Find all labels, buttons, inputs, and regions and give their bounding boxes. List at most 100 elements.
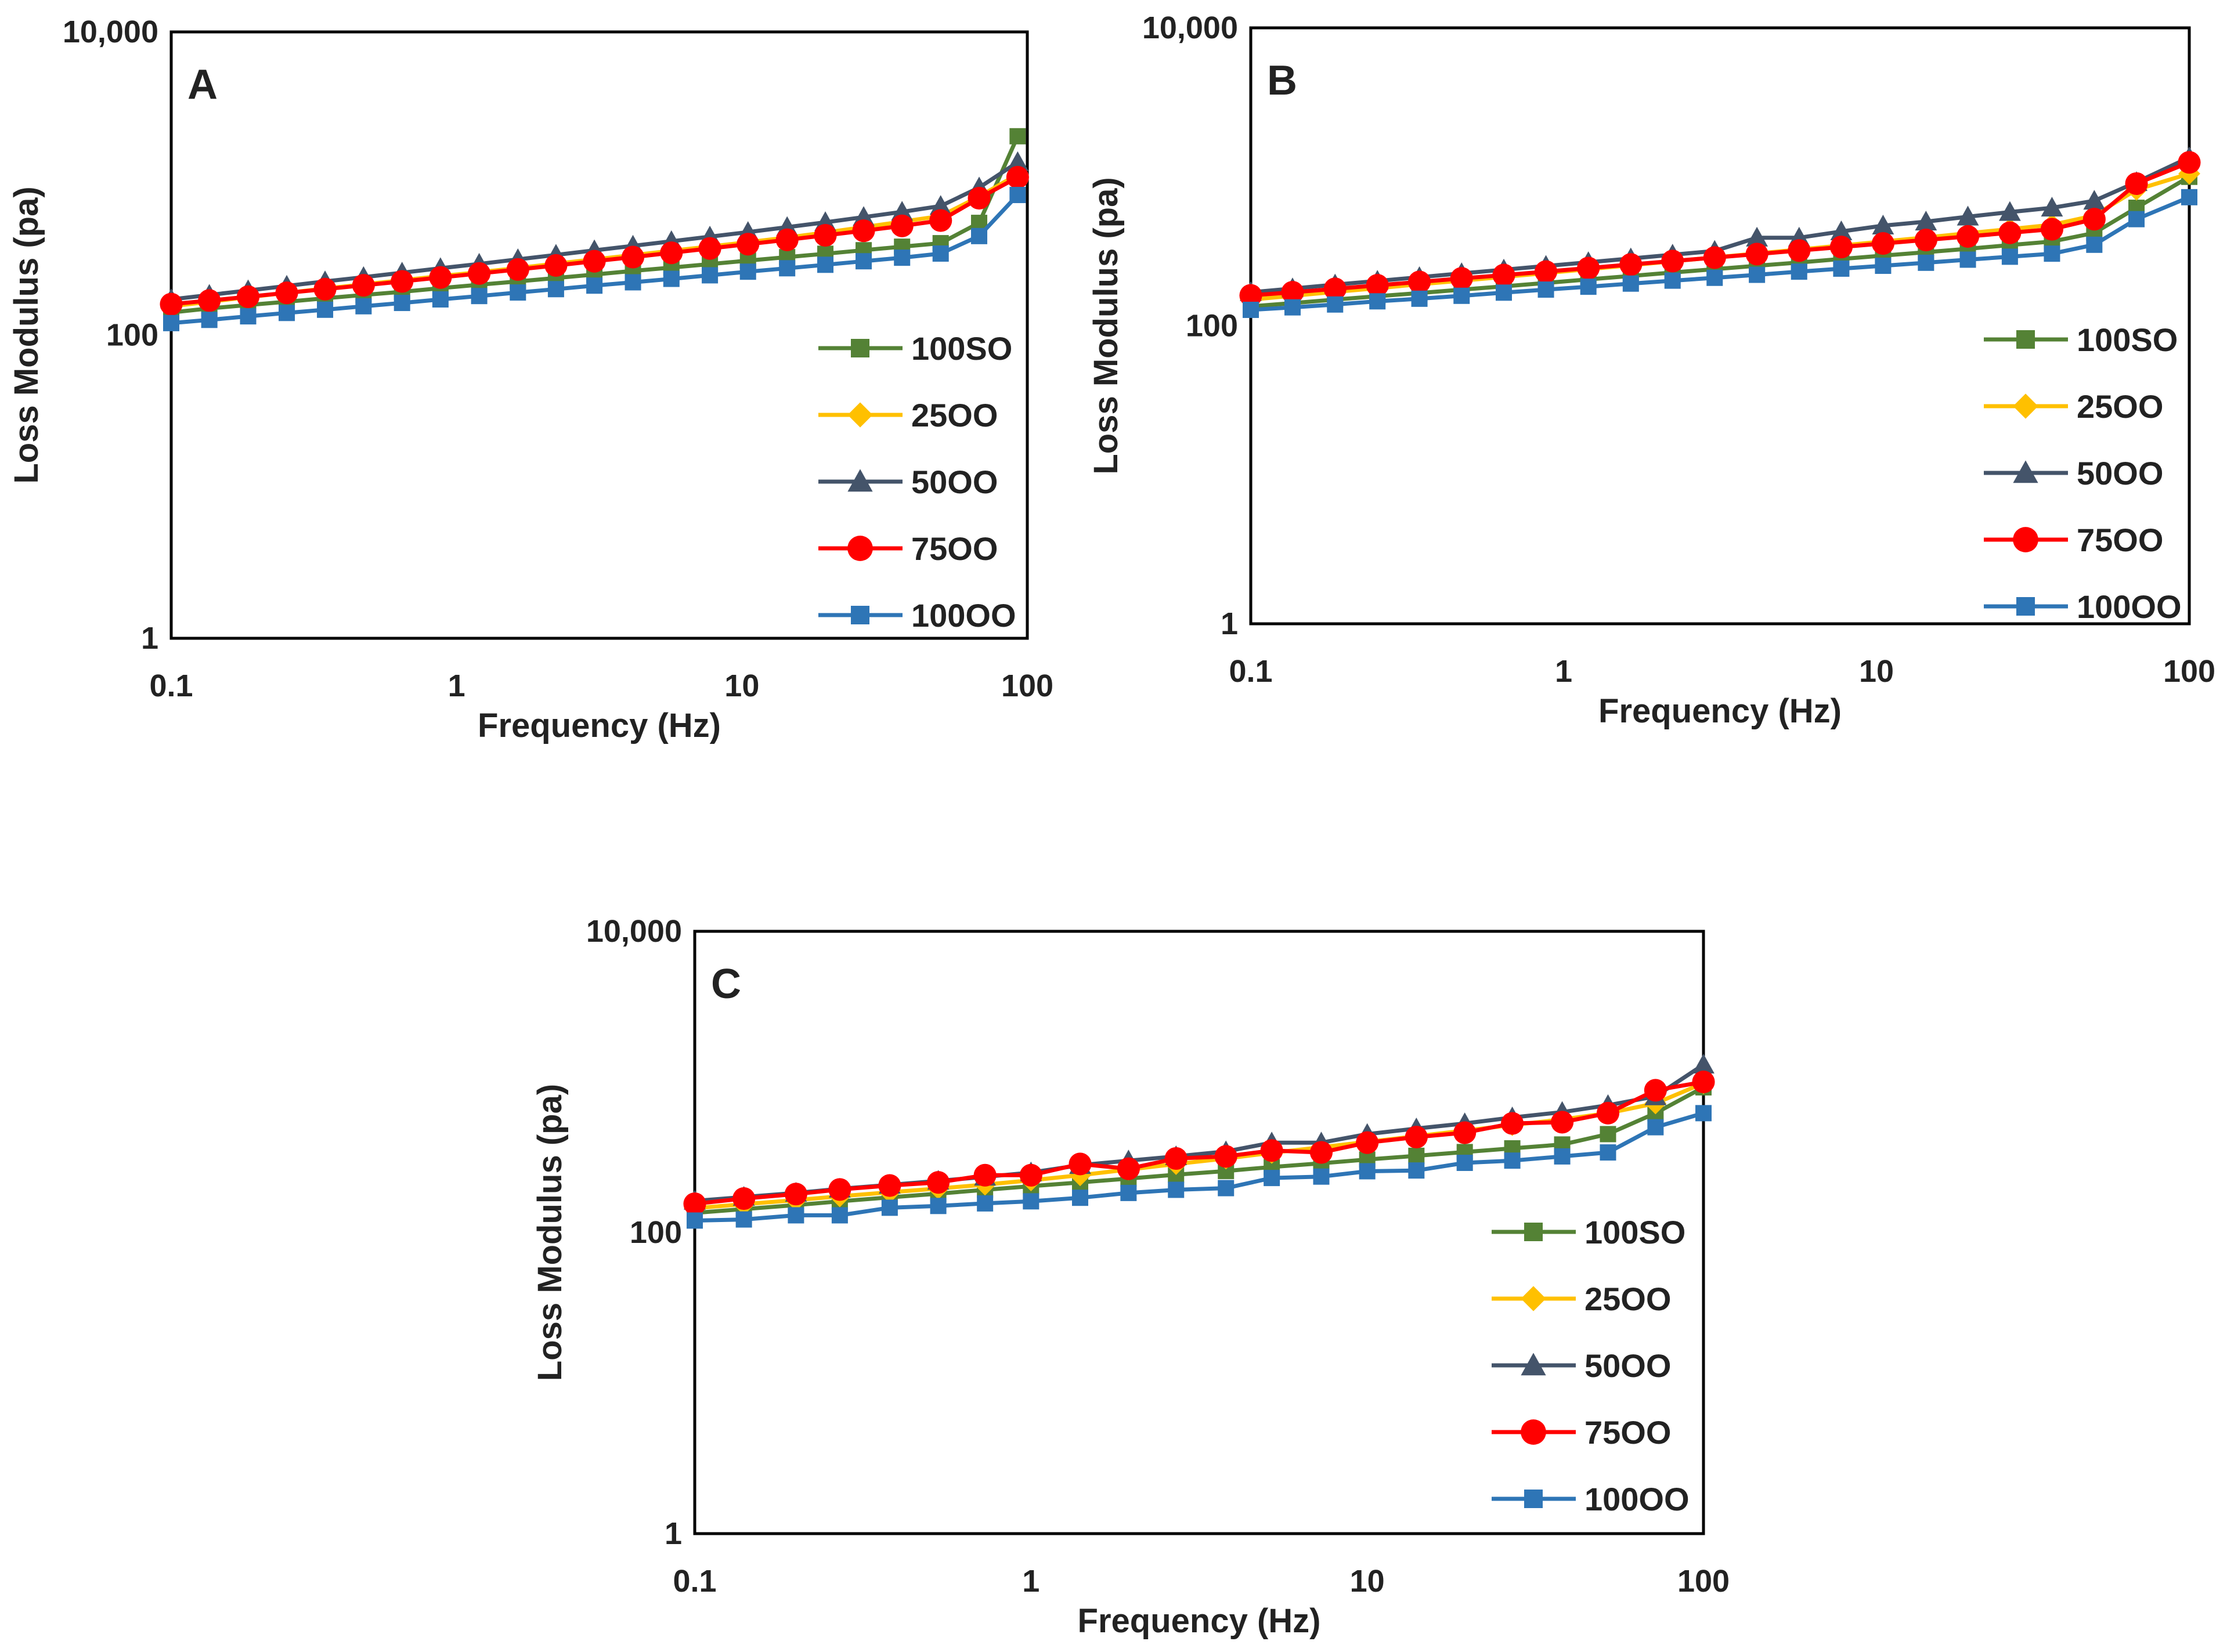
- plot-area: [169, 30, 1029, 640]
- chart-panel-b: B 0.1 1 10 100 1 100 10,000 Frequency (Hz) Loss M…: [1087, 10, 2215, 730]
- legend: 100SO 25OO 50OO 75OO 100OO: [818, 330, 1016, 634]
- data-point: [1009, 187, 1026, 204]
- legend-marker: [1524, 1490, 1543, 1508]
- y-axis-title: Loss Modulus (pa): [531, 1084, 569, 1381]
- data-point: [1323, 277, 1347, 301]
- legend-label: 50OO: [911, 464, 998, 500]
- data-point: [817, 256, 834, 273]
- data-point: [1600, 1126, 1616, 1143]
- data-point: [930, 1198, 947, 1214]
- x-tick-label: 0.1: [1229, 654, 1272, 689]
- legend-label: 75OO: [911, 530, 998, 567]
- legend-item: 100OO: [1492, 1481, 1690, 1517]
- data-point: [971, 227, 988, 244]
- data-point: [1284, 299, 1301, 316]
- x-tick-label: 100: [2163, 654, 2215, 689]
- data-point: [1998, 201, 2021, 221]
- data-point: [1006, 151, 1029, 171]
- data-point: [1956, 225, 1980, 248]
- data-point: [394, 295, 410, 312]
- data-point: [1833, 260, 1850, 277]
- data-point: [352, 274, 375, 297]
- data-point: [240, 308, 257, 325]
- data-point: [2041, 197, 2063, 217]
- data-point: [1537, 281, 1554, 298]
- legend-label: 25OO: [911, 397, 998, 433]
- x-tick-label: 1: [1022, 1564, 1039, 1599]
- legend-item: 25OO: [1984, 388, 2163, 425]
- data-point: [510, 284, 526, 301]
- y-tick-label: 1: [1221, 606, 1238, 641]
- data-point: [1239, 284, 1262, 307]
- data-point: [1915, 211, 1937, 231]
- data-point: [1006, 165, 1029, 189]
- legend-marker: [847, 402, 873, 428]
- data-point: [1260, 1139, 1283, 1162]
- data-point: [1453, 1121, 1477, 1144]
- data-point: [2040, 218, 2063, 241]
- legend-label: 100SO: [1584, 1214, 1685, 1250]
- series-line: [694, 1085, 1705, 1215]
- x-tick-label: 10: [724, 668, 759, 703]
- panel-label: A: [187, 62, 218, 108]
- data-point: [1695, 1105, 1712, 1122]
- data-point: [1359, 1163, 1376, 1180]
- legend-label: 100SO: [2077, 321, 2178, 358]
- x-tick-label: 10: [1859, 654, 1894, 689]
- data-point: [735, 1211, 752, 1228]
- data-point: [506, 258, 529, 281]
- legend-marker: [2013, 527, 2038, 552]
- chart-panel-c: C 0.1 1 10 100 1 100 10,000 Frequency (Hz) Loss M…: [531, 914, 1730, 1640]
- data-point: [1071, 1190, 1088, 1206]
- y-tick-label: 1: [665, 1516, 682, 1551]
- data-point: [201, 312, 218, 328]
- plot-area: [1249, 26, 2191, 626]
- legend-label: 100SO: [911, 330, 1012, 367]
- data-point: [1647, 1119, 1664, 1136]
- y-tick-label: 10,000: [63, 15, 158, 49]
- data-point: [856, 253, 872, 270]
- data-point: [625, 274, 641, 291]
- legend-label: 100OO: [911, 597, 1016, 634]
- data-point: [313, 277, 337, 301]
- x-tick-label: 1: [1555, 654, 1572, 689]
- data-point: [1600, 1144, 1616, 1161]
- data-point: [1408, 1162, 1425, 1179]
- data-point: [2044, 245, 2060, 262]
- series-line: [694, 1080, 1704, 1206]
- y-tick-label: 100: [1186, 309, 1238, 344]
- legend-item: 75OO: [818, 530, 998, 567]
- data-point: [1069, 1152, 1092, 1176]
- data-point: [878, 1174, 901, 1197]
- data-point: [2086, 236, 2103, 253]
- data-point: [1749, 266, 1766, 283]
- legend-marker: [1521, 1286, 1546, 1311]
- data-point: [1703, 246, 1726, 269]
- data-point: [198, 289, 221, 312]
- x-tick-label: 1: [448, 668, 465, 703]
- chart-panel-a: A 0.1 1 10 100 1 100 10,000 Frequency (Hz) Loss M…: [8, 15, 1053, 744]
- legend: 100SO 25OO 50OO 75OO 100OO: [1492, 1214, 1690, 1517]
- legend-label: 100OO: [1584, 1481, 1690, 1517]
- data-point: [1918, 254, 1934, 271]
- data-point: [163, 315, 179, 331]
- series-75oo: [683, 1070, 1715, 1216]
- data-point: [160, 292, 183, 316]
- data-point: [891, 201, 914, 221]
- data-point: [1580, 279, 1597, 295]
- data-point: [927, 1171, 950, 1194]
- data-point: [1327, 296, 1344, 313]
- data-point: [788, 1207, 804, 1224]
- data-point: [1871, 232, 1894, 255]
- data-point: [1875, 257, 1892, 274]
- series-75oo: [1239, 151, 2201, 307]
- data-point: [831, 1207, 848, 1224]
- legend-marker: [2013, 460, 2038, 483]
- data-point: [1788, 239, 1811, 262]
- legend-label: 25OO: [1584, 1281, 1671, 1317]
- data-point: [2128, 211, 2145, 227]
- data-point: [1664, 272, 1681, 289]
- data-point: [881, 1199, 898, 1216]
- data-point: [732, 1187, 756, 1210]
- data-point: [355, 298, 372, 315]
